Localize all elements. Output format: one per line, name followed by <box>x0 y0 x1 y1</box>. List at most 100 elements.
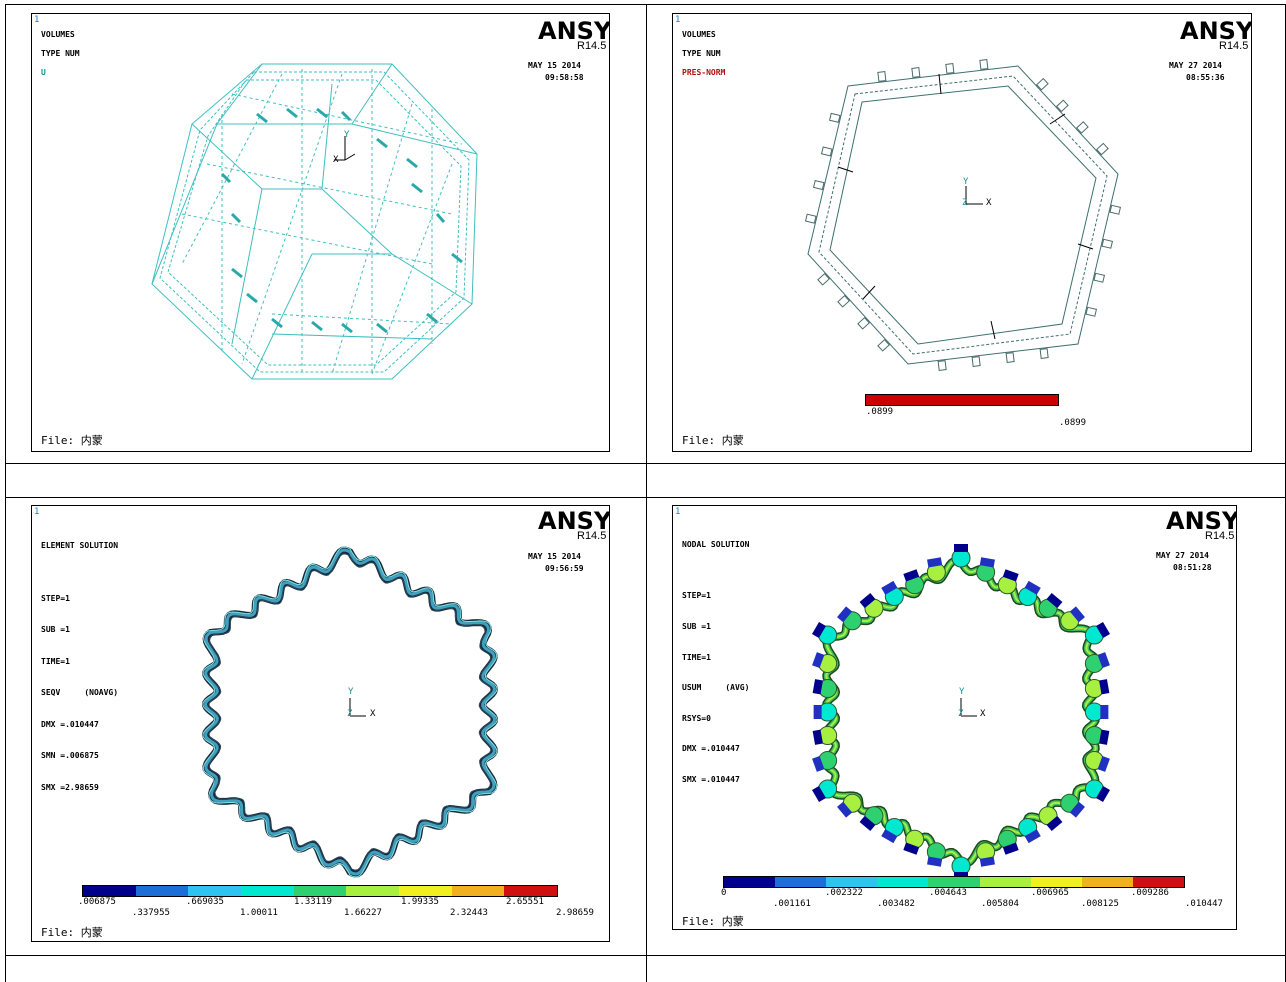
info-line: STEP=1 <box>41 593 70 603</box>
ring-support-block <box>927 856 943 867</box>
support-stub <box>828 112 841 123</box>
ring-support-block <box>903 569 920 582</box>
ring-support-block <box>1096 621 1110 639</box>
ansys-logo: ANSYS <box>538 17 610 45</box>
ring-support-block <box>859 815 876 831</box>
ring-support-block <box>1096 785 1110 803</box>
ring-support-block <box>812 679 823 695</box>
info-line: TYPE NUM <box>41 49 80 58</box>
ring-support-block <box>927 557 943 568</box>
legend-top-labels: 0 .002322 .004643 .006965 .009286 <box>721 888 1201 900</box>
date-label: MAY 27 2014 <box>1169 61 1222 70</box>
volume-mesh-3d: Y X <box>151 63 478 380</box>
legend-value: .006875 <box>78 897 116 907</box>
contour-legend-bar <box>82 885 558 897</box>
ring-support-block <box>1097 652 1110 668</box>
legend-swatch <box>775 877 827 887</box>
legend-value: .006965 <box>1031 888 1069 898</box>
axis-y-label: Y <box>348 687 354 697</box>
support-stub <box>1093 272 1106 283</box>
ring-support-block <box>859 593 876 609</box>
info-line: U <box>41 68 46 77</box>
ring-support-block <box>1100 705 1109 719</box>
ring-support-block <box>881 829 898 844</box>
info-line: VOLUMES <box>41 30 75 39</box>
support-stub <box>911 67 921 78</box>
info-line: USUM (AVG) <box>682 683 750 693</box>
ring-support-block <box>1046 593 1063 609</box>
plot-info: VOLUMES TYPE NUM U <box>41 29 80 78</box>
time-label: 08:51:28 <box>1173 563 1212 572</box>
legend-swatch <box>826 877 878 887</box>
legend-swatch <box>451 886 505 896</box>
legend-top-labels: .006875 .669035 1.33119 1.99335 2.65551 <box>78 897 578 909</box>
ring-support-block <box>1099 679 1110 695</box>
release-label: R14.5 <box>1205 530 1235 542</box>
window-index: 1 <box>675 507 681 517</box>
info-line: SEQV (NOAVG) <box>41 688 119 697</box>
info-line: SMX =2.98659 <box>41 782 99 792</box>
support-stub <box>971 356 981 367</box>
date-label: MAY 27 2014 <box>1156 551 1209 560</box>
time-label: 09:56:59 <box>545 564 584 573</box>
ring-support-block <box>812 785 826 803</box>
support-stub <box>804 213 817 224</box>
time-label: 08:55:36 <box>1186 73 1225 82</box>
ansys-panel-element-solution: 1 ELEMENT SOLUTION STEP=1 SUB =1 TIME=1 … <box>31 505 610 942</box>
ring-support-block <box>837 606 853 623</box>
support-stub <box>817 273 830 286</box>
ansys-panel-pressure: 1 VOLUMES TYPE NUM PRES-NORM ANSYS R14.5 M… <box>672 13 1252 452</box>
legend-swatch <box>1132 877 1184 887</box>
plot-info: ELEMENT SOLUTION STEP=1 SUB =1 TIME=1 SE… <box>41 520 118 814</box>
table-border-top <box>5 4 1286 5</box>
legend-value: .003482 <box>877 899 915 909</box>
info-line: DMX =.010447 <box>41 719 99 729</box>
ring-support-block <box>812 729 823 745</box>
legend-bottom-labels: .001161 .003482 .005804 .008125 .010447 <box>773 899 1236 911</box>
nodal-solution-ring: Y Z X <box>812 544 1110 880</box>
legend-max-label: .0899 <box>1059 418 1087 428</box>
legend-value: 2.98659 <box>556 908 594 918</box>
legend-swatch <box>877 877 929 887</box>
ring-support-block <box>1069 801 1085 818</box>
legend-value: .337955 <box>132 908 170 918</box>
legend-value: .004643 <box>929 888 967 898</box>
release-label: R14.5 <box>577 40 607 52</box>
table-row-line <box>5 955 1286 956</box>
ring-support-block <box>1099 729 1110 745</box>
axis-z-label: Z <box>347 709 353 719</box>
legend-swatch <box>399 886 452 896</box>
info-line: SUB =1 <box>682 622 711 632</box>
legend-swatch <box>188 886 242 896</box>
hexagon-pressure-plot: Y Z X <box>804 59 1122 371</box>
plot-info: NODAL SOLUTION STEP=1 SUB =1 TIME=1 USUM… <box>682 520 749 806</box>
legend-swatch <box>241 886 294 896</box>
legend-value: 1.66227 <box>344 908 382 918</box>
support-stub <box>1095 142 1109 156</box>
release-label: R14.5 <box>577 530 607 542</box>
release-label: R14.5 <box>1219 40 1249 52</box>
support-stub <box>820 146 833 157</box>
info-line: SUB =1 <box>41 625 70 634</box>
ansys-panel-nodal-solution: 1 NODAL SOLUTION STEP=1 SUB =1 TIME=1 US… <box>672 505 1237 930</box>
legend-swatch <box>724 877 776 887</box>
info-line: STEP=1 <box>682 591 711 601</box>
ring-support-block <box>954 544 968 552</box>
element-solution-ring: Y Z X <box>201 546 499 878</box>
date-label: MAY 15 2014 <box>528 552 581 561</box>
support-stub <box>1055 99 1069 113</box>
ring-support-block <box>979 557 995 568</box>
info-line: TYPE NUM <box>682 49 721 58</box>
support-stub <box>1039 348 1049 359</box>
support-stub <box>937 360 947 371</box>
legend-swatch <box>504 886 558 896</box>
legend-swatch <box>346 886 400 896</box>
ansys-logo: ANSYS <box>1166 507 1236 535</box>
info-line: PRES-NORM <box>682 68 726 77</box>
legend-value: .669035 <box>186 897 224 907</box>
legend-value: 2.65551 <box>506 897 544 907</box>
ansys-logo: ANSYS <box>1180 17 1252 45</box>
info-line: DMX =.010447 <box>682 744 740 754</box>
legend-value: 1.99335 <box>401 897 439 907</box>
legend-swatch <box>1030 877 1082 887</box>
